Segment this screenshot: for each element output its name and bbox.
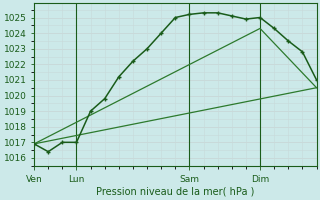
X-axis label: Pression niveau de la mer( hPa ): Pression niveau de la mer( hPa ) — [96, 187, 254, 197]
